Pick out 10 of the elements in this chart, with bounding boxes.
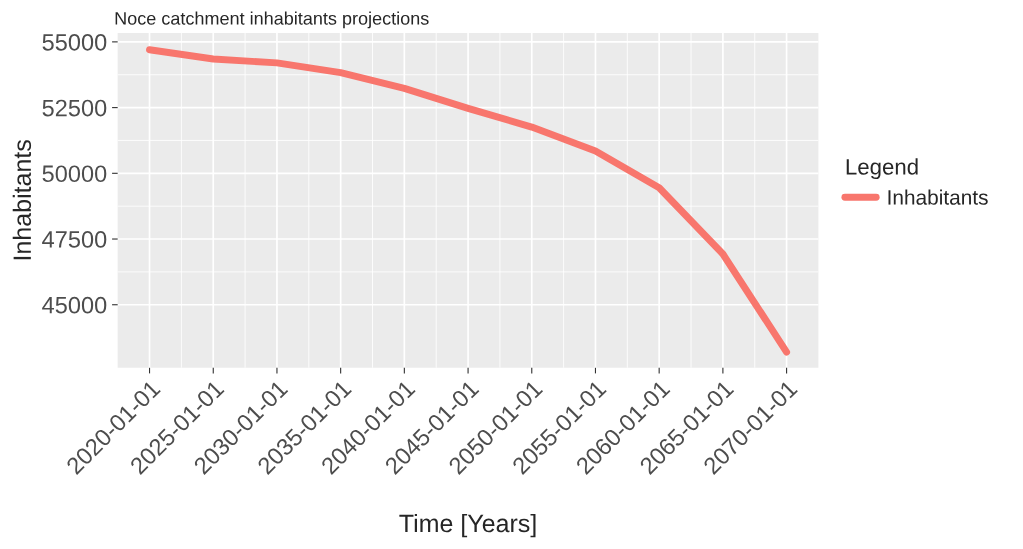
y-tick-label: 52500 bbox=[42, 99, 107, 117]
legend-title: Legend bbox=[846, 158, 918, 180]
chart-title: Noce catchment inhabitants projections bbox=[115, 11, 429, 29]
x-axis-title: Time [Years] bbox=[399, 513, 536, 538]
y-tick-label: 47500 bbox=[42, 231, 107, 248]
y-tick-label: 55000 bbox=[42, 33, 107, 51]
y-tick-label: 50000 bbox=[42, 165, 107, 183]
y-tick-label: 45000 bbox=[42, 296, 107, 314]
y-axis-title: Inhabitants bbox=[12, 140, 32, 260]
legend-label: Inhabitants bbox=[888, 189, 988, 205]
